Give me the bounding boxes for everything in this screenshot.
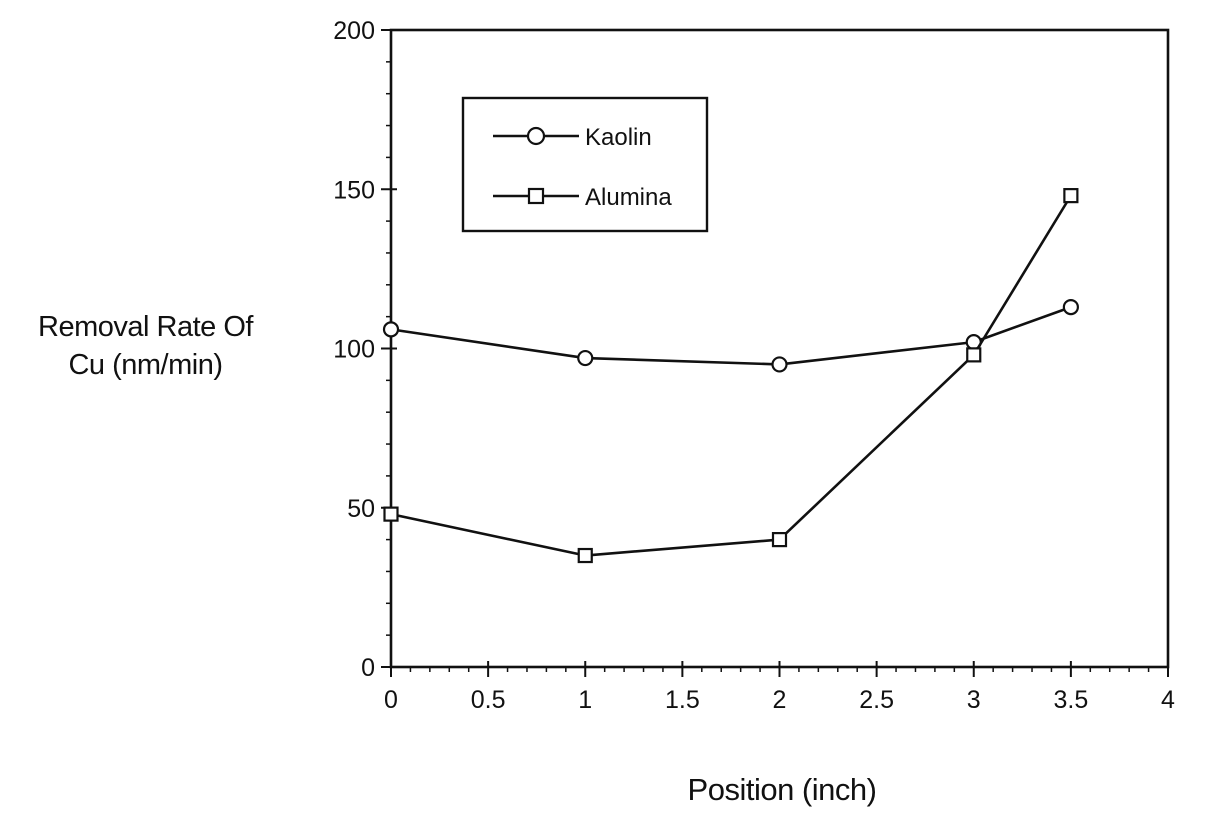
y-tick-label: 200 (333, 17, 375, 45)
legend-box (463, 98, 707, 231)
data-point-kaolin (384, 322, 398, 336)
data-point-alumina (967, 348, 980, 361)
data-point-kaolin (1064, 300, 1078, 314)
legend: Kaolin Alumina (463, 98, 707, 231)
x-tick-label: 4 (1161, 686, 1175, 714)
x-tick-label: 1 (578, 686, 592, 714)
x-tick-label: 0 (384, 686, 398, 714)
data-point-alumina (579, 549, 592, 562)
data-series (384, 189, 1078, 562)
legend-label-alumina: Alumina (585, 184, 672, 211)
x-axis-label: Position (inch) (582, 772, 982, 808)
x-tick-label: 2.5 (859, 686, 894, 714)
data-point-alumina (1064, 189, 1077, 202)
x-tick-label: 1.5 (665, 686, 700, 714)
y-axis-label: Removal Rate Of Cu (nm/min) (18, 308, 273, 384)
y-tick-label: 50 (347, 495, 375, 523)
y-tick-label: 0 (361, 654, 375, 682)
legend-marker-kaolin (528, 128, 544, 144)
x-tick-label: 3 (967, 686, 981, 714)
data-point-alumina (773, 533, 786, 546)
series-line-alumina (391, 196, 1071, 556)
x-tick-label: 2 (773, 686, 787, 714)
y-tick-label: 100 (333, 336, 375, 364)
axis-tick-labels: 0 50 100 150 200 0 0.5 1 1.5 2 2.5 3 3.5 4 (333, 17, 1175, 714)
legend-marker-alumina (529, 189, 543, 203)
data-point-alumina (385, 508, 398, 521)
y-axis-label-line-1: Removal Rate Of (18, 308, 273, 346)
y-tick-label: 150 (333, 176, 375, 204)
data-point-kaolin (773, 357, 787, 371)
x-tick-label: 0.5 (471, 686, 506, 714)
data-point-kaolin (578, 351, 592, 365)
y-axis-label-line-2: Cu (nm/min) (18, 346, 273, 384)
x-tick-label: 3.5 (1053, 686, 1088, 714)
legend-label-kaolin: Kaolin (585, 124, 652, 151)
